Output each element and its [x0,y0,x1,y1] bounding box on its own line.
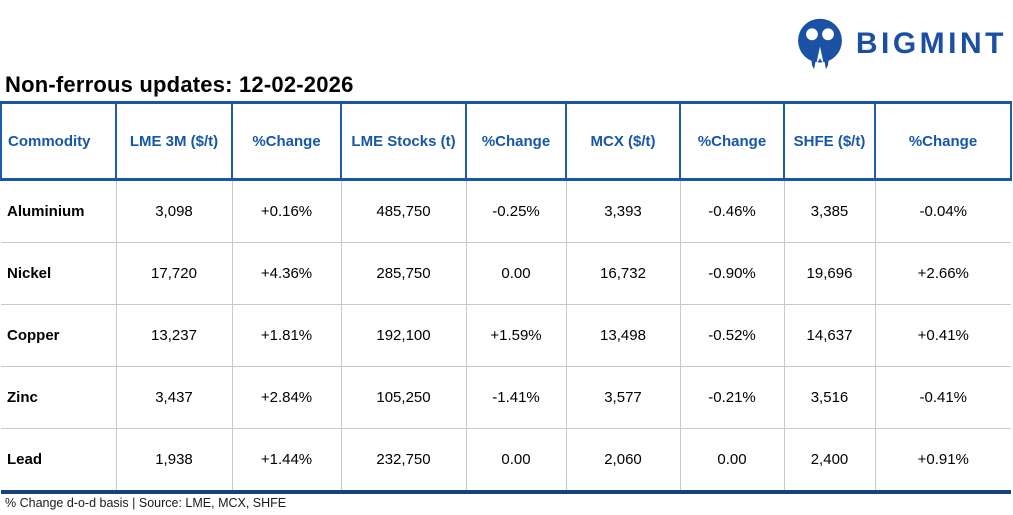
value-cell: -0.90% [679,242,785,305]
value-cell: +2.66% [874,242,1011,305]
bigmint-logo: BIGMINT [793,16,1007,72]
value-cell: 14,637 [783,304,876,367]
commodity-cell: Copper [1,304,117,367]
column-header-shfe-change: %Change [874,102,1012,181]
column-header-shfe: SHFE ($/t) [783,102,876,181]
value-cell: 0.00 [465,428,567,492]
value-cell: 3,577 [565,366,681,429]
table-body: Aluminium 3,098 +0.16% 485,750 -0.25% 3,… [1,179,1011,492]
value-cell: -1.41% [465,366,567,429]
value-cell: 13,498 [565,304,681,367]
value-cell: 3,516 [783,366,876,429]
table-row: Zinc 3,437 +2.84% 105,250 -1.41% 3,577 -… [1,366,1011,429]
value-cell: 105,250 [340,366,467,429]
value-cell: 232,750 [340,428,467,492]
value-cell: 485,750 [340,179,467,243]
column-header-commodity: Commodity [0,102,117,181]
commodity-cell: Zinc [1,366,117,429]
commodity-cell: Nickel [1,242,117,305]
commodity-table: Commodity LME 3M ($/t) %Change LME Stock… [0,101,1012,494]
value-cell: +0.41% [874,304,1011,367]
value-cell: +2.84% [231,366,342,429]
value-cell: 0.00 [465,242,567,305]
value-cell: 3,385 [783,179,876,243]
value-cell: +0.91% [874,428,1011,492]
value-cell: 285,750 [340,242,467,305]
footer-note: % Change d-o-d basis | Source: LME, MCX,… [5,496,287,510]
column-header-lme-stocks: LME Stocks (t) [340,102,467,181]
value-cell: +1.81% [231,304,342,367]
column-header-lme3m: LME 3M ($/t) [115,102,233,181]
commodity-cell: Lead [1,428,117,492]
column-header-mcx-change: %Change [679,102,785,181]
header-row: Commodity LME 3M ($/t) %Change LME Stock… [0,102,1012,181]
page-title: Non-ferrous updates: 12-02-2026 [5,72,354,97]
column-header-stocks-change: %Change [465,102,567,181]
value-cell: -0.21% [679,366,785,429]
value-cell: 2,400 [783,428,876,492]
value-cell: 16,732 [565,242,681,305]
value-cell: -0.41% [874,366,1011,429]
value-cell: -0.04% [874,179,1011,243]
value-cell: 3,393 [565,179,681,243]
value-cell: 192,100 [340,304,467,367]
value-cell: 13,237 [115,304,233,367]
bigmint-brand-text: BIGMINT [855,27,1007,60]
value-cell: 3,437 [115,366,233,429]
value-cell: +0.16% [231,179,342,243]
value-cell: 2,060 [565,428,681,492]
value-cell: 17,720 [115,242,233,305]
value-cell: +1.44% [231,428,342,492]
value-cell: -0.25% [465,179,567,243]
table-row: Aluminium 3,098 +0.16% 485,750 -0.25% 3,… [1,179,1011,243]
table-row: Nickel 17,720 +4.36% 285,750 0.00 16,732… [1,242,1011,305]
value-cell: 0.00 [679,428,785,492]
table-row: Copper 13,237 +1.81% 192,100 +1.59% 13,4… [1,304,1011,367]
value-cell: -0.46% [679,179,785,243]
value-cell: 3,098 [115,179,233,243]
commodity-cell: Aluminium [1,179,117,243]
value-cell: 19,696 [783,242,876,305]
table-row: Lead 1,938 +1.44% 232,750 0.00 2,060 0.0… [1,428,1011,492]
value-cell: +4.36% [231,242,342,305]
value-cell: +1.59% [465,304,567,367]
value-cell: -0.52% [679,304,785,367]
value-cell: 1,938 [115,428,233,492]
column-header-lme3m-change: %Change [231,102,342,181]
commodity-table-wrapper: Commodity LME 3M ($/t) %Change LME Stock… [0,101,1012,494]
column-header-mcx: MCX ($/t) [565,102,681,181]
bigmint-people-icon [797,18,842,70]
